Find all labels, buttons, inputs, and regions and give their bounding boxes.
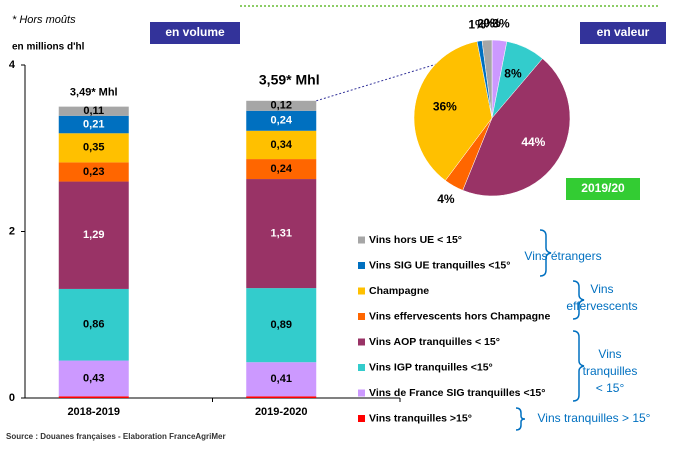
legend-group-label: Vins tranquilles > 15°: [538, 411, 651, 425]
value-label: 1,31: [271, 227, 292, 239]
legend-swatch: [358, 338, 365, 346]
legend-group-label: Vins: [598, 347, 621, 361]
volume-tab-label: en volume: [165, 25, 225, 39]
pie-label: 3%: [492, 17, 510, 31]
x-tick-label: 2019-2020: [255, 406, 308, 418]
value-label: 0,21: [83, 118, 104, 130]
legend-swatch: [358, 313, 365, 320]
brace: [572, 330, 585, 402]
legend-label: Vins hors UE < 15°: [369, 234, 462, 246]
legend-swatch: [358, 287, 365, 295]
legend-group-label: effervescents: [566, 299, 637, 313]
legend-swatch: [358, 236, 365, 244]
bar-segment: [246, 159, 317, 180]
bar-segment: [246, 100, 317, 111]
brace: [539, 229, 552, 277]
legend-swatch: [358, 262, 365, 269]
bar-segment: [58, 106, 129, 116]
legend-group-label: Vins: [590, 282, 613, 296]
pie-label: 2%: [477, 16, 495, 30]
bar-segment: [58, 360, 129, 397]
legend-group-label: < 15°: [596, 381, 625, 395]
bar-segment: [246, 288, 317, 363]
legend-group-label: tranquilles: [583, 364, 638, 378]
period-box: [566, 178, 640, 200]
pie-label: 44%: [521, 135, 545, 149]
bar-segment: [58, 115, 129, 134]
y-tick-label: 2: [9, 225, 15, 237]
legend-group-label: Vins étrangers: [524, 249, 601, 263]
bar-segment: [246, 110, 317, 131]
value-label: 0,11: [83, 105, 104, 117]
legend-label: Vins de France SIG tranquilles <15°: [369, 387, 545, 399]
y-tick-label: 0: [9, 392, 15, 404]
pie-label: 36%: [433, 99, 457, 113]
x-tick-label: 2018-2019: [67, 406, 120, 418]
bar-segment: [58, 181, 129, 289]
braces: [515, 229, 585, 431]
legend-swatch: [358, 389, 365, 397]
bar-segment: [58, 288, 129, 361]
bar-segment: [246, 130, 317, 160]
legend-label: Vins AOP tranquilles < 15°: [369, 336, 500, 348]
legend-label: Vins IGP tranquilles <15°: [369, 361, 493, 373]
bar-segment: [246, 179, 317, 289]
value-label: 0,24: [271, 115, 293, 127]
pie-label: 4%: [437, 192, 455, 206]
connector: [316, 59, 451, 102]
pie-label: 1%: [468, 17, 486, 31]
bar-segment: [58, 396, 129, 398]
pie-slice: [481, 39, 493, 119]
pie-label: 8%: [504, 67, 522, 81]
value-label: 0,86: [83, 319, 104, 331]
value-tab: [580, 22, 666, 44]
legend-label: Vins tranquilles >15°: [369, 412, 472, 424]
value-label: 0,43: [83, 372, 104, 384]
total-label: 3,59* Mhl: [259, 72, 320, 88]
legend-swatch: [358, 364, 365, 371]
value-label: 0,35: [83, 142, 104, 154]
bar-segment: [58, 162, 129, 182]
bar-segment: [246, 362, 317, 397]
value-label: 0,12: [271, 100, 292, 112]
legend-label: Champagne: [369, 285, 429, 297]
source: Source : Douanes françaises - Elaboratio…: [6, 432, 226, 441]
value-label: 0,41: [271, 373, 292, 385]
y-axis-label: en millions d'hl: [12, 42, 85, 53]
pie-slice: [413, 41, 493, 181]
bar-segment: [246, 396, 317, 398]
pie-slice: [462, 58, 571, 197]
value-label: 1,29: [83, 229, 104, 241]
value-label: 0,89: [271, 319, 292, 331]
brace: [572, 280, 585, 320]
bar-segment: [58, 133, 129, 163]
pie-label: 0%: [483, 16, 501, 30]
y-tick-label: 4: [9, 59, 16, 71]
legend-label: Vins effervescents hors Champagne: [369, 310, 550, 322]
brace: [515, 407, 526, 431]
total-label: 3,49* Mhl: [70, 87, 118, 99]
volume-tab: [150, 22, 240, 44]
value-label: 0,23: [83, 166, 104, 178]
legend-swatch: [358, 415, 365, 422]
period-label: 2019/20: [581, 181, 625, 195]
note: * Hors moûts: [12, 14, 76, 26]
value-label: 0,24: [271, 163, 293, 175]
value-label: 0,34: [271, 139, 293, 151]
value-tab-label: en valeur: [597, 25, 650, 39]
legend-label: Vins SIG UE tranquilles <15°: [369, 259, 510, 271]
